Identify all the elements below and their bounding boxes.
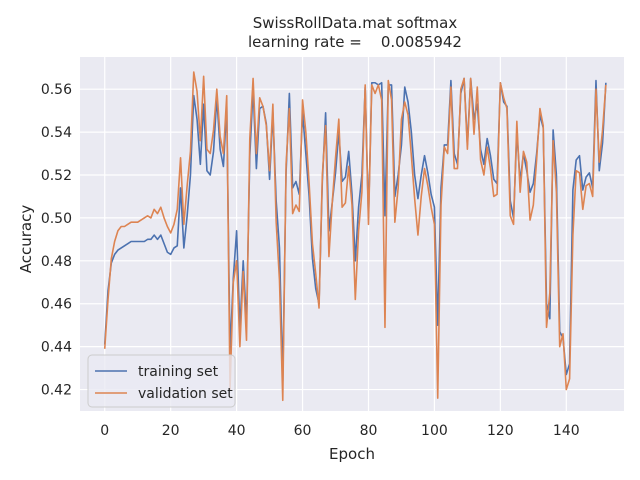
series-lines — [103, 71, 607, 402]
x-tick-label: 140 — [553, 423, 580, 439]
y-tick-label: 0.42 — [41, 383, 72, 399]
y-tick-label: 0.50 — [41, 211, 72, 227]
x-tick-label: 60 — [294, 423, 312, 439]
y-axis-ticks: 0.42 0.44 0.46 0.48 0.50 0.52 0.54 0.56 — [41, 82, 72, 398]
validation-set-line — [103, 71, 607, 402]
y-tick-label: 0.48 — [41, 254, 72, 270]
chart-subtitle: learning rate = 0.0085942 — [248, 33, 462, 51]
y-tick-label: 0.56 — [41, 82, 72, 98]
y-tick-label: 0.44 — [41, 340, 72, 356]
x-axis-label: Epoch — [329, 445, 375, 463]
y-axis-label: Accuracy — [17, 205, 35, 274]
x-tick-label: 120 — [487, 423, 514, 439]
legend-label-validation: validation set — [138, 386, 233, 402]
x-tick-label: 100 — [421, 423, 448, 439]
legend-label-training: training set — [138, 364, 219, 380]
x-tick-label: 40 — [228, 423, 246, 439]
legend-box — [87, 354, 236, 408]
legend: training set validation set — [87, 354, 236, 408]
y-tick-label: 0.54 — [41, 125, 72, 141]
x-tick-label: 80 — [360, 423, 378, 439]
chart-title: SwissRollData.mat softmax — [253, 14, 458, 32]
x-tick-label: 0 — [100, 423, 109, 439]
y-tick-label: 0.46 — [41, 297, 72, 313]
x-tick-label: 20 — [162, 423, 180, 439]
y-tick-label: 0.52 — [41, 168, 72, 184]
x-axis-ticks: 0 20 40 60 80 100 120 140 — [100, 423, 579, 439]
